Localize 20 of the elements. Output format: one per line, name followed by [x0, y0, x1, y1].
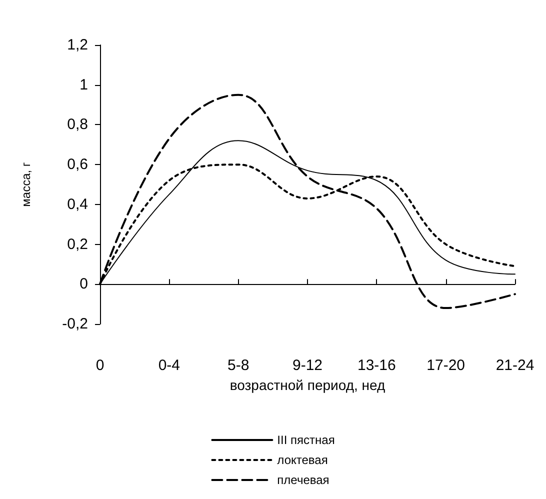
y-tick-label: 1 — [80, 76, 88, 94]
legend-label: плечевая — [277, 473, 330, 487]
y-tick-label: 1,2 — [67, 36, 88, 54]
y-tick-label: -0,2 — [62, 316, 88, 332]
x-tick-label: 17-20 — [426, 357, 466, 374]
x-tick-label: 5-8 — [227, 357, 250, 374]
x-tick-label: 0 — [96, 357, 104, 374]
y-tick-label: 0,2 — [67, 236, 88, 253]
x-tick-label: 13-16 — [357, 357, 396, 374]
x-tick-label: 21-24 — [496, 357, 534, 374]
x-tick-label: 9-12 — [292, 357, 323, 374]
x-axis-title: возрастной период, нед — [230, 376, 386, 393]
y-tick-label: 0 — [80, 276, 88, 293]
legend-label: локтевая — [277, 453, 328, 467]
y-axis-title: масса, г — [19, 162, 33, 207]
y-tick-label: 0,8 — [67, 116, 88, 134]
y-tick-label: 0,4 — [67, 196, 88, 213]
x-tick-label: 0-4 — [158, 357, 180, 374]
legend-label: III пястная — [277, 433, 335, 447]
y-tick-label: 0,6 — [67, 156, 88, 174]
